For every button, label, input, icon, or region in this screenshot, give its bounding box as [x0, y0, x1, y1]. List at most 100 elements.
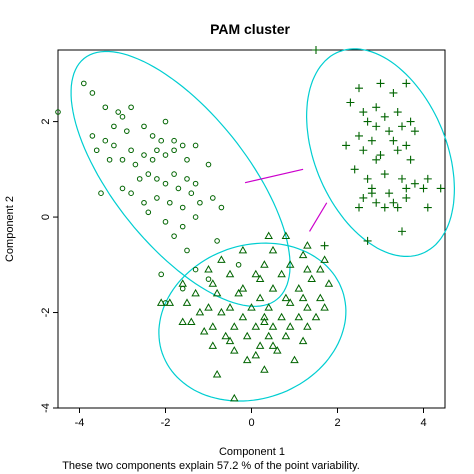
point-circle-16	[93, 147, 100, 154]
point-plus-36	[419, 184, 428, 193]
cluster-ellipses	[70, 48, 456, 402]
point-plus-41	[402, 193, 411, 202]
point-circle-11	[149, 133, 156, 139]
y-tick-label--2: -2	[40, 308, 52, 318]
point-triangle-42	[311, 312, 321, 321]
point-triangle-44	[208, 322, 218, 330]
point-triangle-34	[320, 303, 329, 311]
point-plus-39	[372, 198, 381, 207]
point-triangle-29	[225, 303, 235, 311]
point-plus-28	[363, 174, 372, 183]
point-triangle-60	[273, 346, 282, 354]
chart-title: PAM cluster	[210, 21, 290, 37]
point-circle-13	[171, 137, 177, 144]
point-circle-30	[192, 142, 199, 149]
point-plus-4	[376, 79, 385, 88]
x-tick-label-0: 0	[248, 417, 254, 429]
point-triangle-67	[268, 341, 278, 349]
point-triangle-64	[251, 350, 261, 359]
point-circle-62	[235, 262, 242, 268]
point-circle-59	[205, 276, 212, 282]
point-triangle-31	[264, 303, 273, 311]
point-plus-29	[380, 170, 389, 179]
point-triangle-57	[208, 341, 218, 349]
point-plus-6	[402, 79, 411, 88]
point-circle-25	[154, 147, 160, 154]
point-circle-26	[162, 152, 169, 158]
point-triangle-17	[238, 284, 248, 292]
point-plus-25	[406, 155, 415, 164]
point-circle-24	[149, 156, 156, 163]
x-tick-label-2: 2	[334, 417, 340, 429]
point-circle-48	[197, 199, 203, 206]
point-plus-14	[385, 127, 394, 136]
point-circle-40	[98, 190, 104, 196]
point-circle-1	[81, 80, 87, 87]
point-circle-2	[89, 90, 96, 96]
point-triangle-49	[303, 322, 312, 330]
point-plus-31	[410, 179, 419, 188]
point-circle-28	[179, 142, 186, 149]
point-circle-23	[141, 152, 147, 158]
point-triangle-22	[234, 288, 243, 297]
point-plus-34	[385, 189, 394, 198]
point-circle-22	[132, 161, 139, 168]
cluster-link-1	[244, 168, 304, 184]
point-triangle-5	[217, 255, 226, 263]
point-plus-38	[359, 193, 368, 202]
point-circle-53	[179, 223, 186, 230]
point-circle-10	[141, 123, 147, 130]
point-circle-55	[171, 233, 177, 239]
point-triangle-18	[268, 284, 278, 292]
point-circle-51	[145, 209, 152, 216]
point-triangle-69	[230, 393, 239, 402]
point-triangle-20	[191, 288, 200, 297]
point-circle-14	[158, 137, 164, 144]
point-circle-39	[192, 180, 199, 187]
point-triangle-55	[264, 331, 273, 340]
point-triangle-56	[281, 331, 291, 340]
point-triangle-51	[178, 317, 187, 325]
point-triangle-45	[230, 322, 239, 330]
point-plus-30	[398, 174, 406, 183]
point-circle-8	[111, 123, 117, 130]
point-triangle-37	[217, 307, 226, 316]
point-triangle-75	[316, 264, 325, 273]
x-tick-label--2: -2	[161, 417, 171, 429]
point-plus-13	[372, 122, 381, 131]
cluster-link-2	[309, 202, 328, 232]
point-triangle-41	[294, 312, 304, 321]
point-plus-3	[346, 98, 355, 107]
point-circle-46	[179, 204, 186, 211]
point-plus-9	[380, 112, 389, 121]
point-triangle-46	[251, 322, 261, 330]
point-plus-21	[342, 141, 351, 150]
point-plus-16	[410, 127, 419, 136]
data-points	[55, 46, 445, 402]
point-plus-5	[389, 88, 398, 97]
point-triangle-32	[285, 298, 295, 306]
point-triangle-43	[187, 317, 196, 325]
point-circle-41	[119, 185, 126, 192]
point-plus-7	[359, 108, 368, 117]
point-circle-54	[192, 214, 199, 220]
variability-caption: These two components explain 57.2 % of t…	[62, 460, 360, 472]
point-circle-63	[214, 238, 220, 244]
point-plus-45	[423, 203, 432, 212]
plot-frame	[57, 49, 446, 409]
point-circle-12	[162, 118, 169, 125]
cluster-ellipse-1	[70, 50, 291, 307]
point-circle-44	[154, 195, 160, 201]
point-triangle-74	[303, 241, 312, 249]
point-triangle-47	[268, 322, 278, 330]
point-plus-26	[372, 155, 381, 164]
point-triangle-50	[156, 298, 166, 306]
point-plus-1	[312, 46, 320, 54]
point-circle-49	[210, 195, 216, 201]
point-plus-35	[402, 184, 411, 193]
point-triangle-19	[294, 284, 304, 292]
point-triangle-9	[204, 264, 213, 273]
point-triangle-23	[255, 293, 265, 302]
point-triangle-59	[255, 341, 265, 349]
point-circle-56	[184, 247, 190, 254]
